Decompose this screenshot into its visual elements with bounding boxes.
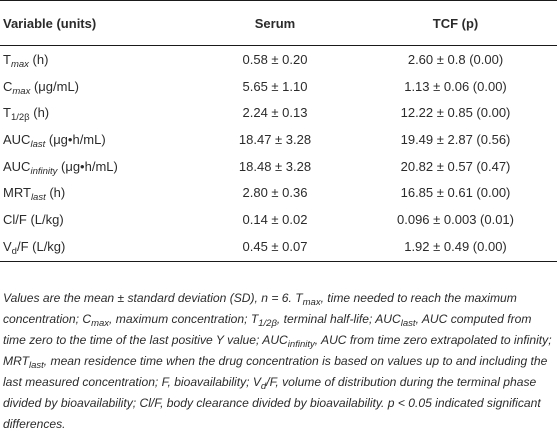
footnote-subscript: max [302, 297, 321, 308]
footnote-text: , mean residence time when the drug conc… [3, 354, 548, 389]
footnote-text: , AUC computed from time zero to the tim… [3, 312, 532, 347]
variable-cell: Cl/F (L/kg) [0, 206, 196, 233]
tcf-value: 19.49 ± 2.87 (0.56) [400, 131, 511, 147]
variable-cell: T1/2β (h) [0, 99, 196, 126]
variable-base: V [3, 239, 12, 255]
variable-base: T [3, 51, 11, 67]
variable-cell: AUClast (μg•h/mL) [0, 126, 196, 153]
variable-base: MRT [3, 185, 31, 201]
table-row: Cl/F (L/kg) 0.14 ± 0.02 0.096 ± 0.003 (0… [0, 206, 557, 233]
variable-cell: MRTlast (h) [0, 179, 196, 206]
variable-subscript: last [30, 138, 46, 150]
table-row: Vd/F (L/kg) 0.45 ± 0.07 1.92 ± 0.49 (0.0… [0, 232, 557, 262]
variable-cell: AUCinfinity (μg•h/mL) [0, 153, 196, 180]
table-row: Tmax (h) 0.58 ± 0.20 2.60 ± 0.8 (0.00) [0, 46, 557, 73]
tcf-value: 20.82 ± 0.57 (0.47) [400, 158, 511, 174]
variable-cell: Vd/F (L/kg) [0, 232, 196, 262]
variable-unit: (h) [28, 51, 49, 67]
footnote-subscript: d [260, 381, 267, 392]
tcf-value: 2.60 ± 0.8 (0.00) [407, 51, 504, 67]
footnote-text: , time needed to reach the maximum conce… [3, 291, 517, 326]
table-row: Cmax (μg/mL) 5.65 ± 1.10 1.13 ± 0.06 (0.… [0, 73, 557, 100]
serum-value: 0.45 ± 0.07 [196, 232, 354, 262]
variable-base: C [3, 78, 13, 94]
table-footnote: Values are the mean ± standard deviation… [3, 288, 555, 435]
footnote-subscript: last [28, 360, 44, 371]
serum-value: 18.48 ± 3.28 [238, 158, 312, 174]
serum-value: 18.47 ± 3.28 [238, 131, 312, 147]
variable-unit: (μg•h/mL) [57, 158, 118, 174]
variable-cell: Tmax (h) [0, 46, 196, 73]
pharmacokinetics-table: Variable (units) Serum TCF (p) Tmax (h) … [0, 0, 557, 262]
variable-subscript: 1/2β [10, 112, 30, 124]
footnote-subscript: max [91, 318, 110, 329]
serum-value: 2.24 ± 0.13 [242, 105, 308, 121]
variable-subscript: max [10, 58, 29, 70]
table-row: T1/2β (h) 2.24 ± 0.13 12.22 ± 0.85 (0.00… [0, 99, 557, 126]
variable-base: T [3, 105, 11, 121]
variable-base: AUC [3, 158, 31, 174]
footnote-text: , AUC from time zero extrapolated to inf… [3, 333, 552, 368]
tcf-value: 0.096 ± 0.003 (0.01) [397, 211, 514, 227]
footnote-text: , terminal half-life; AUC [276, 312, 401, 326]
variable-unit: (h) [29, 105, 50, 121]
variable-subscript: infinity [30, 165, 58, 177]
footnote-text: Values are the mean ± standard deviation… [3, 291, 303, 305]
variable-base: Cl/F [3, 211, 27, 227]
footnote-subscript: 1/2β [258, 318, 277, 329]
serum-value: 0.58 ± 0.20 [242, 51, 308, 67]
variable-subscript: max [12, 85, 31, 97]
header-variable: Variable (units) [0, 0, 196, 46]
footnote-subscript: infinity [287, 339, 315, 350]
header-serum: Serum [196, 0, 354, 46]
table-row: MRTlast (h) 2.80 ± 0.36 16.85 ± 0.61 (0.… [0, 179, 557, 206]
variable-unit: /F (L/kg) [16, 239, 66, 255]
footnote-text: /F, volume of distribution during the te… [3, 375, 541, 431]
variable-subscript: last [30, 192, 46, 204]
variable-subscript: d [11, 246, 17, 258]
footnote-text: , maximum concentration; T [109, 312, 259, 326]
footnote-subscript: last [400, 318, 416, 329]
variable-base: AUC [3, 131, 31, 147]
serum-value: 2.80 ± 0.36 [242, 185, 308, 201]
variable-cell: Cmax (μg/mL) [0, 73, 196, 100]
variable-unit: (L/kg) [26, 211, 64, 227]
serum-value: 0.14 ± 0.02 [242, 211, 308, 227]
tcf-value: 16.85 ± 0.61 (0.00) [400, 185, 511, 201]
variable-unit: (μg/mL) [30, 78, 80, 94]
serum-value: 5.65 ± 1.10 [242, 78, 308, 94]
variable-unit: (μg•h/mL) [45, 131, 106, 147]
variable-unit: (h) [45, 185, 66, 201]
table-row: AUCinfinity (μg•h/mL) 18.48 ± 3.28 20.82… [0, 153, 557, 180]
table-row: AUClast (μg•h/mL) 18.47 ± 3.28 19.49 ± 2… [0, 126, 557, 153]
tcf-value: 1.92 ± 0.49 (0.00) [354, 232, 557, 262]
header-tcf: TCF (p) [354, 0, 557, 46]
tcf-value: 12.22 ± 0.85 (0.00) [400, 105, 511, 121]
tcf-value: 1.13 ± 0.06 (0.00) [404, 78, 507, 94]
header-row: Variable (units) Serum TCF (p) [0, 0, 557, 46]
